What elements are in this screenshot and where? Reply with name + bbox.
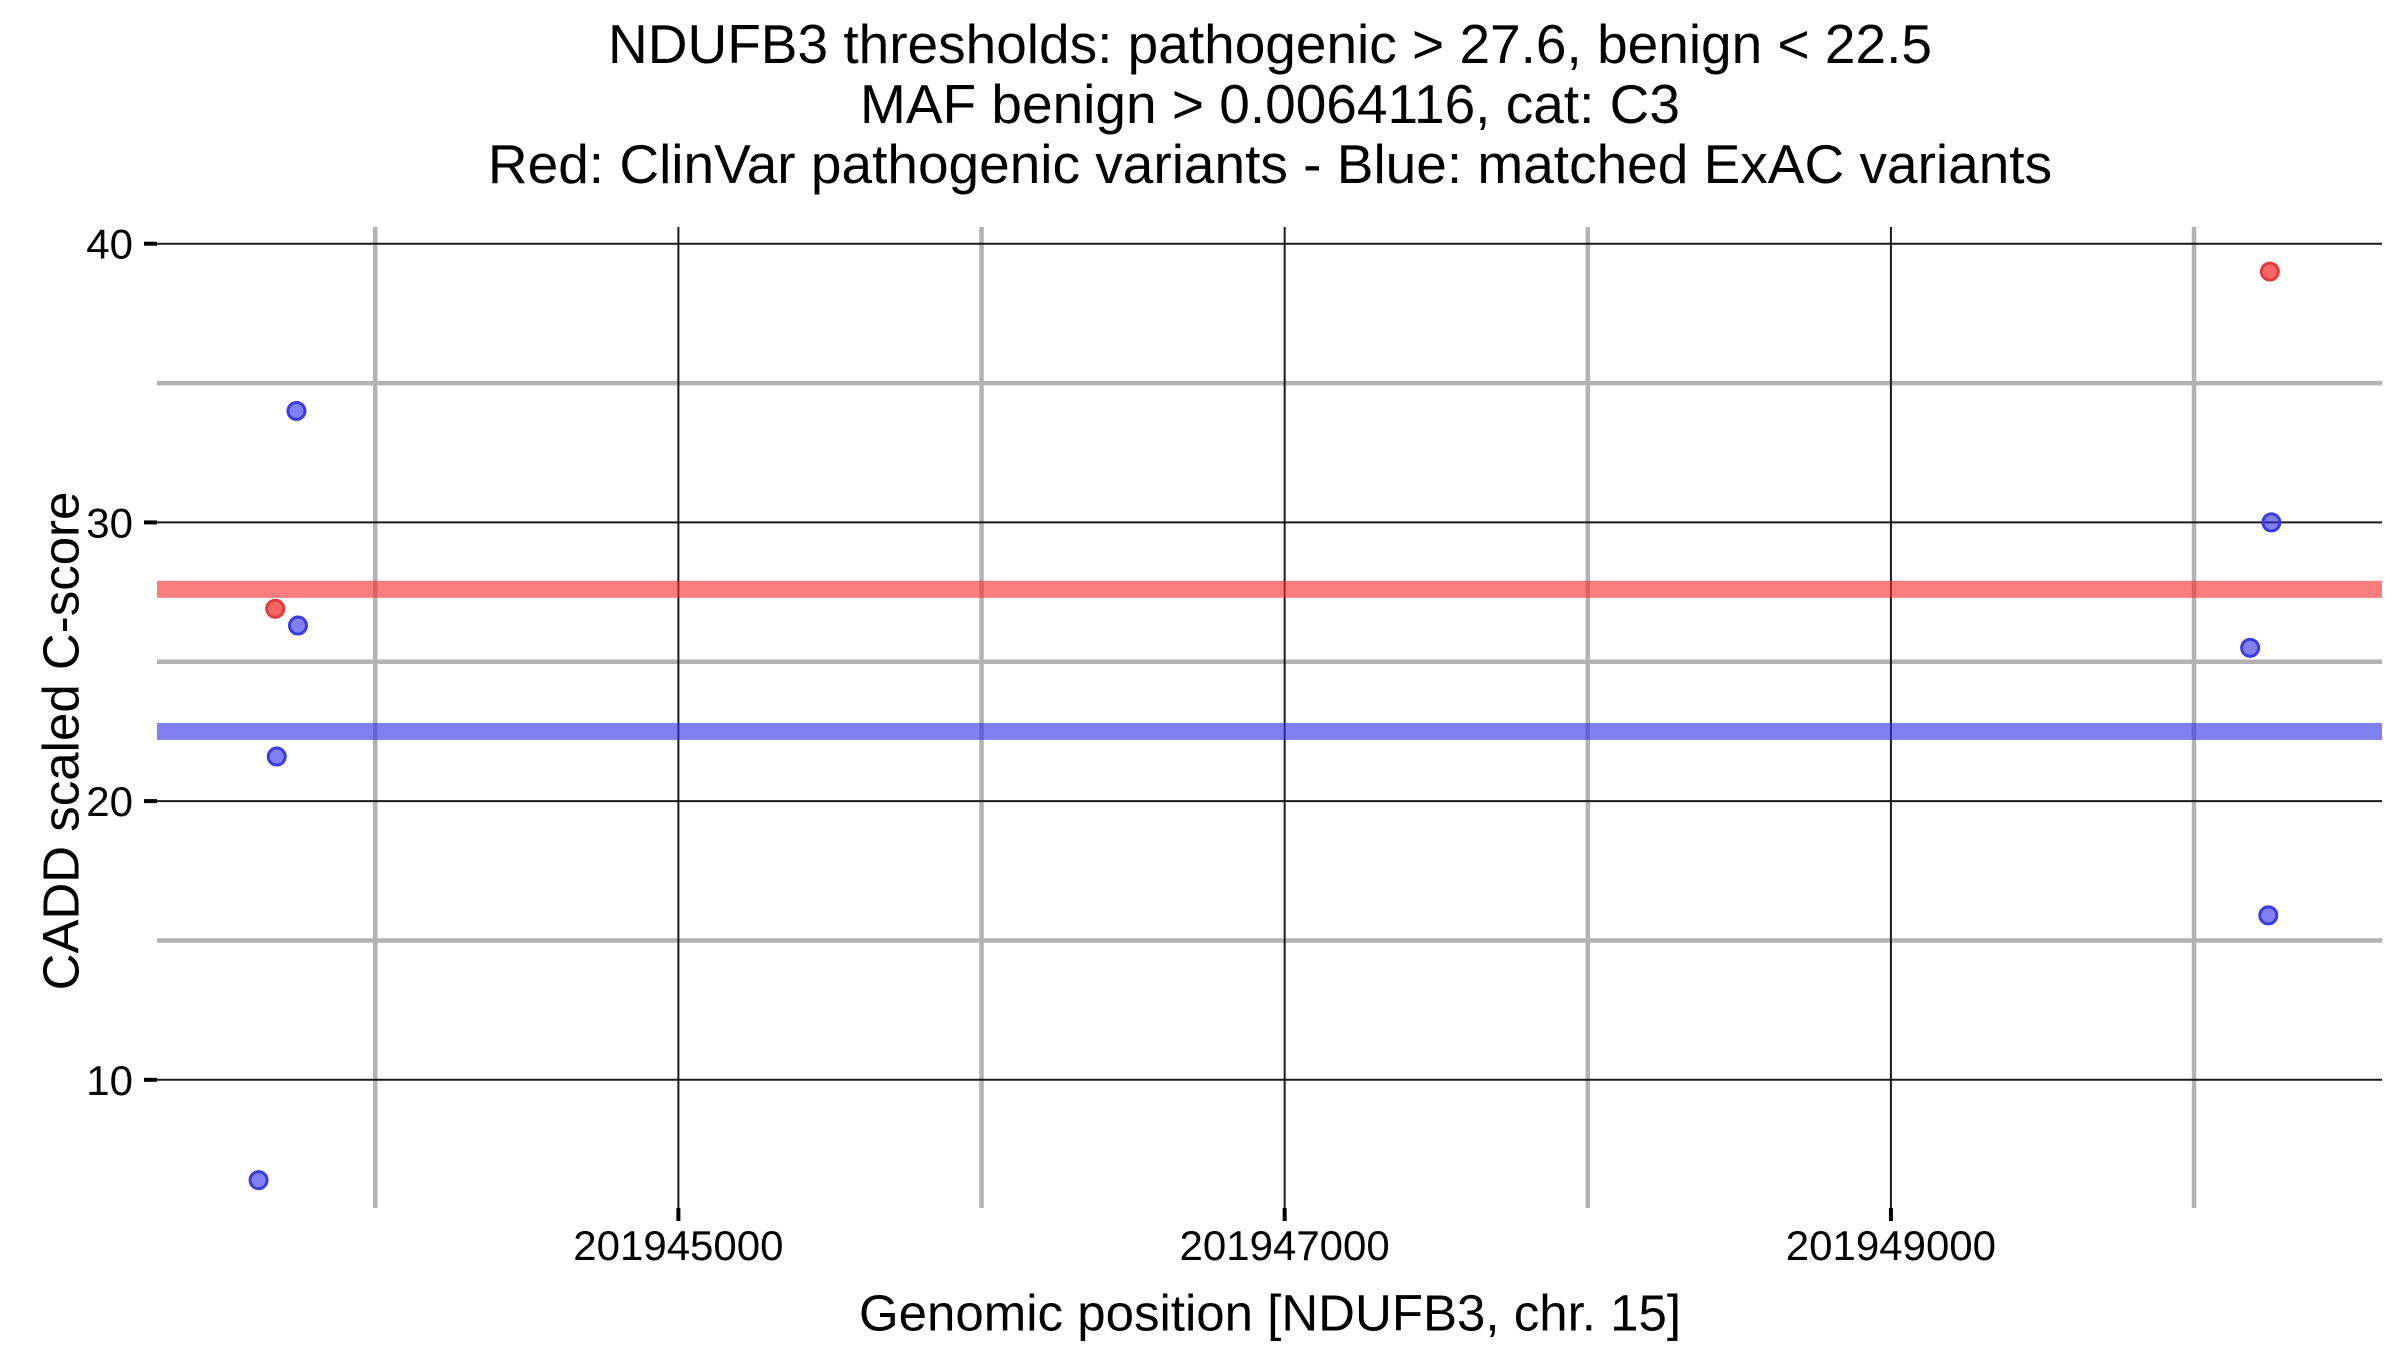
- plot-layers: 10 20 30 40 201945000 201947000 201949000: [86, 221, 2382, 1269]
- benign-threshold-band: [157, 722, 2382, 740]
- y-tick-label: 40: [86, 221, 133, 268]
- exac-matched-point: [286, 400, 307, 421]
- y-axis-title: CADD scaled C-score: [32, 492, 89, 991]
- x-tick-label: 201945000: [573, 1222, 783, 1269]
- exac-matched-point: [248, 1170, 269, 1191]
- pathogenic-threshold-band: [157, 580, 2382, 598]
- chart-title-line-1: NDUFB3 thresholds: pathogenic > 27.6, be…: [608, 13, 1932, 75]
- x-tick-label: 201949000: [1786, 1222, 1996, 1269]
- exac-matched-point: [287, 615, 308, 636]
- chart-title-line-3: Red: ClinVar pathogenic variants - Blue:…: [488, 133, 2052, 195]
- clinvar-pathogenic-point: [265, 598, 286, 619]
- clinvar-pathogenic-point: [2259, 261, 2280, 282]
- x-tick-label: 201947000: [1180, 1222, 1390, 1269]
- exac-matched-point: [2240, 637, 2261, 658]
- y-tick-label: 30: [86, 499, 133, 546]
- x-axis-title: Genomic position [NDUFB3, chr. 15]: [859, 1284, 1681, 1341]
- chart-title-line-2: MAF benign > 0.0064116, cat: C3: [860, 73, 1680, 135]
- y-tick-label: 20: [86, 778, 133, 825]
- exac-matched-point: [266, 746, 287, 767]
- exac-matched-point: [2261, 512, 2282, 533]
- exac-matched-point: [2258, 905, 2279, 926]
- y-tick-label: 10: [86, 1057, 133, 1104]
